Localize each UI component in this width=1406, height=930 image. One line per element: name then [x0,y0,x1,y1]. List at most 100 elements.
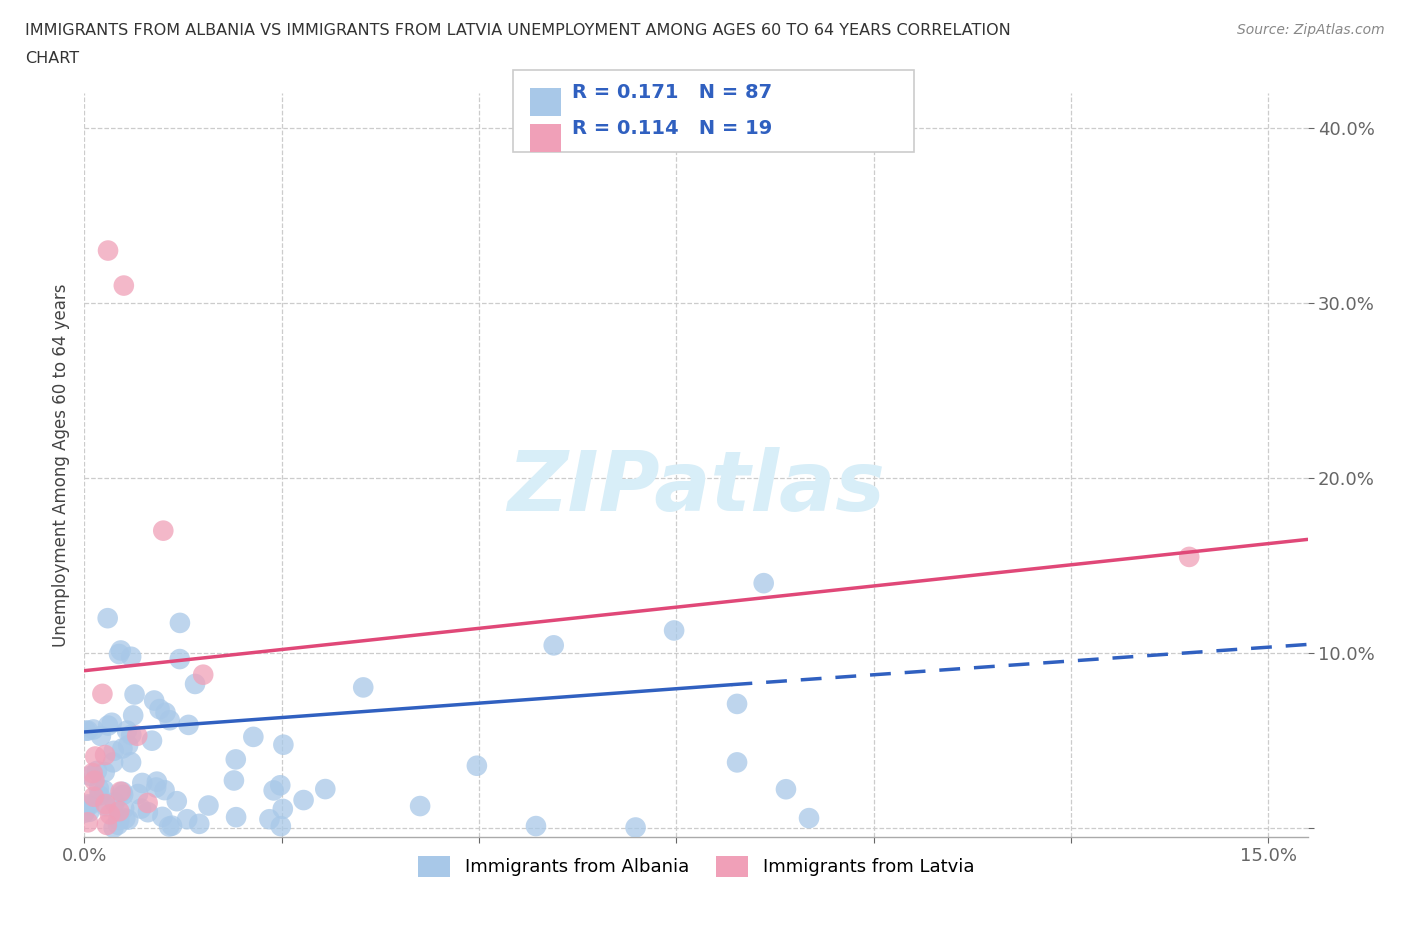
Point [352,680,374,695]
Text: R = 0.171   N = 87: R = 0.171 N = 87 [572,84,772,102]
Point [104,795,127,810]
Point [110,643,132,658]
Point [148,701,170,716]
Point [87,781,110,796]
Point [115,724,138,738]
Point [270,818,292,833]
Point [465,758,488,773]
Point [160,818,183,833]
Point [108,804,131,818]
Point [141,733,163,748]
Point [77,797,100,812]
Point [150,809,173,824]
Point [157,819,180,834]
Point [197,798,219,813]
Point [79,804,101,819]
Point [145,780,167,795]
Point [314,781,336,796]
Point [124,687,146,702]
Point [112,801,135,816]
Point [127,787,149,802]
Point [110,784,132,799]
Point [159,712,181,727]
Point [84,749,107,764]
Point [143,693,166,708]
Point [117,812,139,827]
Point [273,737,295,752]
Point [90,728,112,743]
Point [82,765,104,780]
Point [79,768,101,783]
Point [96,817,118,832]
Point [83,773,105,788]
Point [624,820,647,835]
Point [725,697,748,711]
Point [89,788,111,803]
Point [259,812,281,827]
Text: IMMIGRANTS FROM ALBANIA VS IMMIGRANTS FROM LATVIA UNEMPLOYMENT AMONG AGES 60 TO : IMMIGRANTS FROM ALBANIA VS IMMIGRANTS FR… [25,23,1011,38]
Point [82,722,104,737]
Point [97,718,120,733]
Point [114,811,136,826]
Point [543,638,565,653]
Point [222,773,245,788]
Point [146,774,169,789]
Point [111,741,134,756]
Point [177,717,200,732]
Point [131,776,153,790]
Point [103,743,125,758]
Point [103,820,125,835]
Point [775,782,797,797]
Point [127,728,149,743]
Point [122,708,145,723]
Point [112,278,135,293]
Point [108,646,131,661]
Point [93,783,115,798]
Point [107,817,129,832]
Point [263,783,285,798]
Point [524,818,547,833]
Point [108,813,131,828]
Point [153,783,176,798]
Point [129,801,152,816]
Point [176,812,198,827]
Point [94,748,117,763]
Point [120,727,142,742]
Point [797,811,820,826]
Point [117,737,139,752]
Point [193,667,215,682]
Text: R = 0.114   N = 19: R = 0.114 N = 19 [572,119,772,138]
Point [269,777,291,792]
Point [94,764,117,779]
Point [271,802,294,817]
Point [86,764,108,778]
Legend: Immigrants from Albania, Immigrants from Latvia: Immigrants from Albania, Immigrants from… [411,848,981,884]
Text: ZIPatlas: ZIPatlas [508,446,884,528]
Point [155,705,177,720]
Point [112,788,135,803]
Point [120,755,142,770]
Point [752,576,775,591]
Point [184,676,207,691]
Point [166,793,188,808]
Point [73,805,96,820]
Point [225,810,247,825]
Point [76,724,98,738]
Point [98,807,121,822]
Point [94,799,117,814]
Point [225,752,247,767]
Point [111,784,134,799]
Point [136,795,159,810]
Point [77,798,100,813]
Point [107,812,129,827]
Point [83,790,105,804]
Point [725,755,748,770]
Point [409,799,432,814]
Point [94,797,117,812]
Text: CHART: CHART [25,51,79,66]
Point [91,686,114,701]
Point [169,652,191,667]
Point [188,817,211,831]
Point [1178,550,1201,565]
Point [169,616,191,631]
